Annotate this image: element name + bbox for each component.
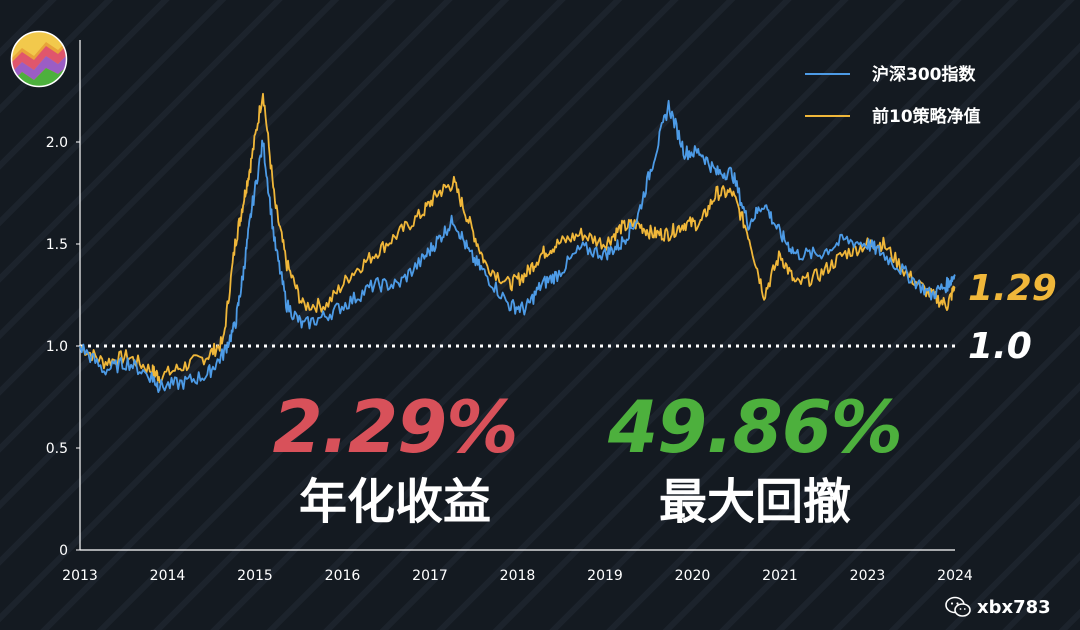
max-drawdown-value: 49.86% (608, 385, 903, 469)
max-drawdown-label: 最大回撤 (658, 474, 851, 530)
x-tick-label: 2023 (850, 568, 886, 584)
series-line-1 (79, 92, 956, 384)
y-tick-label: 2.0 (46, 135, 68, 151)
y-tick-label: 0.5 (46, 441, 68, 457)
x-axis: 2013 2014 2015 2016 2017 2018 2019 2020 2021 2023… (62, 568, 973, 584)
y-tick-label: 1.0 (46, 339, 68, 355)
annual-return-label: 年化收益 (298, 474, 491, 530)
series-lines (79, 92, 956, 393)
chart-logo-icon (10, 30, 68, 88)
x-tick-label: 2021 (762, 568, 798, 584)
x-tick-label: 2013 (62, 568, 98, 584)
x-tick-label: 2024 (937, 568, 973, 584)
watermark: xbx783 (945, 596, 1051, 618)
x-tick-label: 2015 (237, 568, 273, 584)
baseline-value-label: 1.0 (968, 326, 1032, 367)
y-tick-label: 0 (59, 543, 68, 559)
series-line-0 (79, 99, 956, 393)
x-tick-label: 2016 (325, 568, 361, 584)
strategy-end-value-label: 1.29 (968, 268, 1057, 309)
y-axis: 0 0.5 1.0 1.5 2.0 (46, 135, 80, 559)
x-tick-label: 2018 (500, 568, 536, 584)
x-tick-label: 2014 (150, 568, 186, 584)
y-tick-label: 1.5 (46, 237, 68, 253)
x-tick-label: 2020 (675, 568, 711, 584)
watermark-text: xbx783 (977, 596, 1051, 618)
annual-return-value: 2.29% (272, 385, 519, 469)
wechat-icon (945, 596, 971, 617)
legend-label: 前10策略净值 (872, 106, 981, 127)
x-tick-label: 2019 (587, 568, 623, 584)
legend-label: 沪深300指数 (872, 64, 976, 85)
x-tick-label: 2017 (412, 568, 448, 584)
